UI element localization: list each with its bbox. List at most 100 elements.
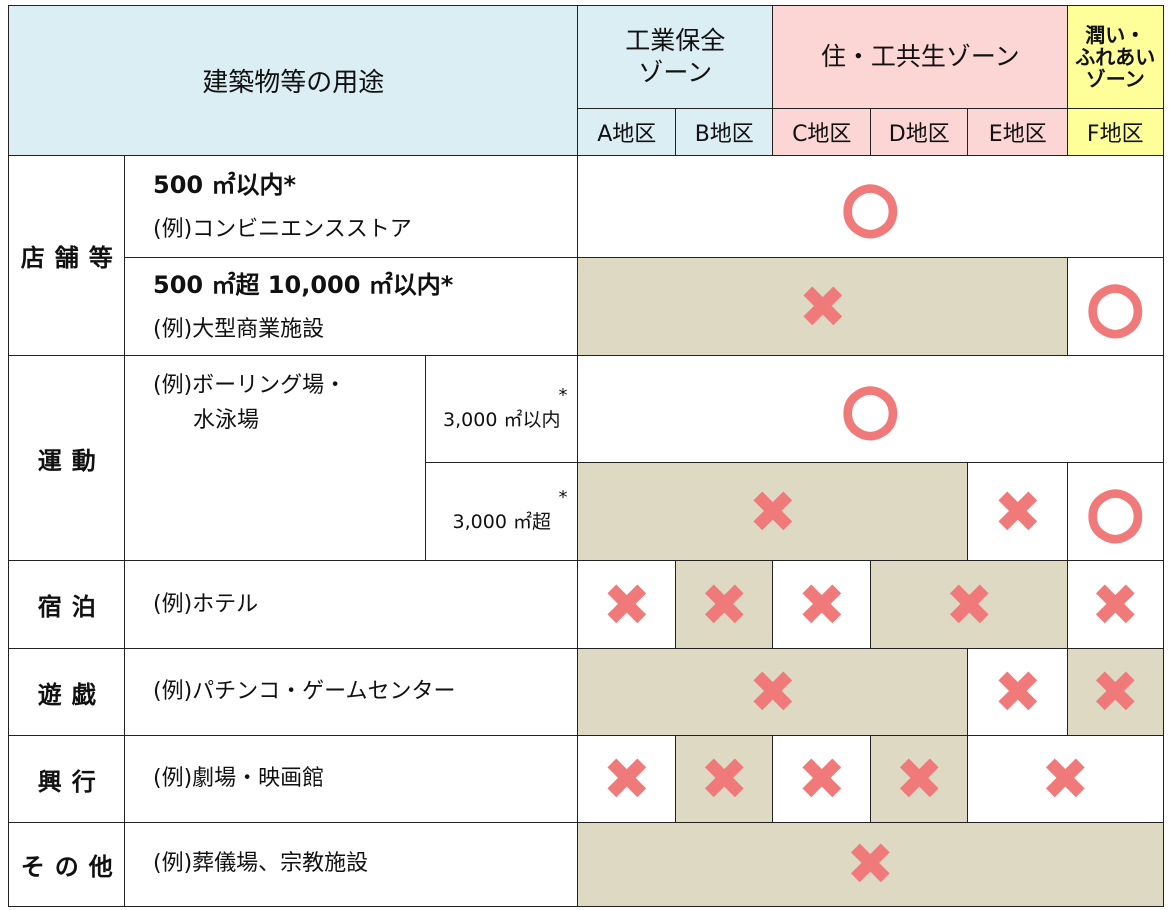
description-cell: 500 ㎡超 10,000 ㎡以内* (例)大型商業施設 [124,257,579,357]
rule-mark: ✖ [894,745,944,814]
size-cell: * 3,000 ㎡超 [425,462,579,562]
rule-mark: ✖ [748,477,798,546]
district-header: E地区 [967,108,1069,157]
district-label: B地区 [694,122,754,148]
district-header: D地区 [870,108,969,157]
category-label: 店舗等 [20,244,123,273]
category-label: 興行 [37,767,106,796]
description-text: 水泳場 [193,408,260,434]
zone-header: 住・工共生ゾーン [772,5,1069,110]
zone-label: ゾーン [1085,67,1145,92]
rule-cell: ○ [1067,257,1164,357]
category-cell: 運動 [8,355,126,562]
zone-header: 潤い・ ふれあい ゾーン [1067,5,1164,110]
rule-mark: ✖ [699,570,749,639]
rule-mark: ✖ [944,570,994,639]
rule-cell: ✖ [577,735,677,824]
rule-cell: ✖ [870,735,969,824]
rule-mark: ✖ [1090,570,1140,639]
rule-mark: ○ [1085,269,1146,344]
category-cell: 宿泊 [8,560,126,650]
description-cell: (例)パチンコ・ゲームセンター [124,648,579,737]
rule-cell: ✖ [675,735,774,824]
rule-mark: ✖ [748,658,798,727]
description-text: (例)コンビニエンスストア [153,216,412,242]
rule-mark: ✖ [993,658,1043,727]
description-cell: (例)ボーリング場・水泳場 [124,355,427,562]
rule-cell: ✖ [577,560,677,650]
rule-cell: ✖ [772,735,872,824]
district-header: F地区 [1067,108,1164,157]
rule-mark: ✖ [1090,658,1140,727]
description-text: (例)葬儀場、宗教施設 [153,851,369,877]
rule-mark: ✖ [602,570,652,639]
rule-cell: ○ [1067,462,1164,562]
rule-cell: ✖ [1067,560,1164,650]
district-header: C地区 [772,108,872,157]
rule-mark: ✖ [798,272,848,341]
size-label: 3,000 ㎡以内 [443,408,561,431]
rule-cell: ✖ [675,560,774,650]
district-label: E地区 [988,122,1047,148]
size-note: * [558,384,568,406]
zone-label: ゾーン [638,58,713,88]
rule-mark: ✖ [1040,745,1090,814]
rule-cell: ✖ [967,462,1069,562]
rule-cell: ✖ [967,648,1069,737]
description-cell: (例)葬儀場、宗教施設 [124,822,579,907]
category-cell: 店舗等 [8,155,126,357]
category-label: 宿泊 [37,593,106,622]
rule-mark: ✖ [797,570,847,639]
category-label: 運動 [37,446,106,475]
zone-label: 工業保全 [625,25,726,55]
description-text: (例)ボーリング場・ [153,373,347,398]
district-header: B地区 [675,108,774,157]
rule-cell: ○ [577,155,1164,259]
district-header: A地区 [577,108,677,157]
zone-header: 工業保全 ゾーン [577,5,774,110]
category-cell: 遊戯 [8,648,126,737]
rule-mark: ✖ [699,745,749,814]
category-label: その他 [20,852,123,881]
rule-cell: ✖ [967,735,1164,824]
rule-mark: ✖ [602,745,652,814]
size-note: * [558,487,568,509]
description-text: (例)大型商業施設 [153,316,325,342]
rule-mark: ✖ [845,830,895,899]
description-text: (例)ホテル [153,591,259,617]
rule-cell: ✖ [577,257,1069,357]
description-text: 500 ㎡超 10,000 ㎡以内* [153,271,454,300]
description-text: 500 ㎡以内* [153,171,297,200]
size-cell: * 3,000 ㎡以内 [425,355,579,464]
category-cell: その他 [8,822,126,907]
rule-cell: ✖ [870,560,1069,650]
rule-cell: ✖ [1067,648,1164,737]
rule-mark: ○ [1085,474,1146,549]
size-label: 3,000 ㎡超 [452,511,551,534]
title-text: 建築物等の用途 [202,68,385,99]
category-cell: 興行 [8,735,126,824]
rule-mark: ○ [840,372,901,447]
rule-mark: ○ [840,169,901,244]
zone-label: 潤い・ [1085,23,1146,48]
category-label: 遊戯 [37,680,106,709]
rule-cell: ✖ [577,648,969,737]
description-text: (例)劇場・映画館 [153,766,325,792]
district-label: A地区 [597,122,657,148]
zone-label: 住・工共生ゾーン [820,42,1020,71]
district-label: C地区 [792,122,852,148]
description-cell: 500 ㎡以内* (例)コンビニエンスストア [124,155,579,259]
rule-mark: ✖ [797,745,847,814]
description-cell: (例)劇場・映画館 [124,735,579,824]
district-label: F地区 [1086,122,1144,148]
header-title: 建築物等の用途 [8,5,579,157]
rule-cell: ✖ [577,462,969,562]
rule-cell: ✖ [772,560,872,650]
rule-mark: ✖ [993,477,1043,546]
rule-cell: ○ [577,355,1164,464]
zone-label: ふれあい [1075,45,1156,70]
description-cell: (例)ホテル [124,560,579,650]
rule-cell: ✖ [577,822,1164,907]
description-text: (例)パチンコ・ゲームセンター [153,679,456,705]
